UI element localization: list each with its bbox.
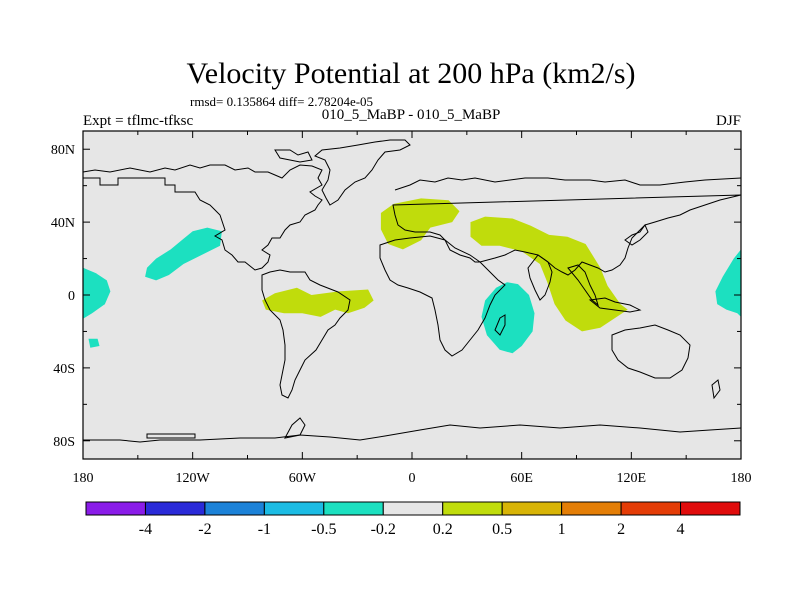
coastline-north-america <box>83 164 323 271</box>
coastline-eurasia <box>392 177 741 276</box>
coastline-africa <box>379 235 506 357</box>
x-tick-label: 120W <box>176 471 211 486</box>
coastline-antarctic-peninsula <box>284 417 306 439</box>
coastline-madagascar <box>494 314 506 336</box>
colorbar-swatch <box>442 501 503 516</box>
coastline-indonesia <box>588 297 642 313</box>
colorbar-swatch <box>561 501 622 516</box>
colorbar-label: -1 <box>258 521 271 538</box>
coastlines <box>83 139 741 443</box>
colorbar-label: 0.5 <box>492 521 512 538</box>
anomaly-region-negative-anomaly-date-line-west <box>715 249 741 317</box>
coastline-south-america <box>261 269 351 399</box>
x-tick-label: 180 <box>731 471 752 486</box>
colorbar-label: 4 <box>677 521 685 538</box>
coastline-antarctica <box>83 424 741 443</box>
colorbar-label: -0.2 <box>371 521 396 538</box>
coastline-india <box>527 254 553 301</box>
coastline-ross-ice-shelf <box>146 433 196 439</box>
season-label: DJF <box>716 113 741 129</box>
colorbar-swatch <box>263 501 325 516</box>
coastline-new-zealand <box>711 379 721 400</box>
colorbar-swatch <box>382 501 444 516</box>
y-tick-label: 80N <box>51 143 75 158</box>
anomaly-region-positive-anomaly-mediterranean <box>380 198 460 250</box>
coastline-greenland <box>314 139 411 206</box>
colorbar-swatch <box>323 501 384 516</box>
stats-label: rmsd= 0.135864 diff= 2.78204e-05 <box>190 94 373 109</box>
colorbar-swatch <box>680 501 741 516</box>
colorbar: -4 -2 -1 -0.5 -0.2 0.2 0.5 1 2 4 <box>85 501 741 538</box>
anomaly-region-positive-anomaly-south-america <box>262 287 374 317</box>
x-axis: 180 120W 60W 0 60E 120E 180 <box>73 131 752 486</box>
anomaly-region-negative-anomaly-date-line-east <box>83 267 111 319</box>
colorbar-swatch <box>144 501 206 516</box>
x-tick-label: 0 <box>409 471 416 486</box>
y-tick-label: 40S <box>53 362 75 377</box>
x-tick-label: 120E <box>617 471 647 486</box>
anomaly-region-negative-anomaly-indian-ocean <box>481 282 535 354</box>
anomaly-regions <box>83 198 741 354</box>
colorbar-swatch <box>204 501 265 516</box>
anomaly-region-negative-anomaly-south-pacific <box>88 338 100 348</box>
colorbar-label: 2 <box>617 521 625 538</box>
colorbar-swatch <box>85 501 146 516</box>
x-tick-label: 60E <box>510 471 533 486</box>
x-tick-label: 180 <box>73 471 94 486</box>
y-axis: 80N 40N 0 40S 80S <box>51 143 741 450</box>
colorbar-label: -4 <box>139 521 152 538</box>
y-tick-label: 40N <box>51 216 75 231</box>
run-label: 010_5_MaBP - 010_5_MaBP <box>322 107 501 123</box>
x-tick-label: 60W <box>289 471 317 486</box>
coastline-southeast-asia <box>567 264 599 307</box>
chart-title: Velocity Potential at 200 hPa (km2/s) <box>186 57 635 90</box>
coastline-japan <box>624 223 649 246</box>
coastline-canada-arctic <box>274 149 313 163</box>
anomaly-region-negative-anomaly-north-pacific <box>145 227 222 281</box>
colorbar-label: -0.5 <box>311 521 336 538</box>
y-tick-label: 0 <box>68 289 75 304</box>
colorbar-label: 0.2 <box>433 521 453 538</box>
coastline-australia <box>611 324 691 379</box>
colorbar-label: -2 <box>198 521 211 538</box>
y-tick-label: 80S <box>53 435 75 450</box>
colorbar-label: 1 <box>558 521 566 538</box>
map-background <box>83 131 741 459</box>
anomaly-region-positive-anomaly-asia-maritime <box>470 216 628 332</box>
experiment-label: Expt = tflmc-tfksc <box>83 113 193 129</box>
colorbar-swatch <box>501 501 563 516</box>
colorbar-swatch <box>620 501 682 516</box>
